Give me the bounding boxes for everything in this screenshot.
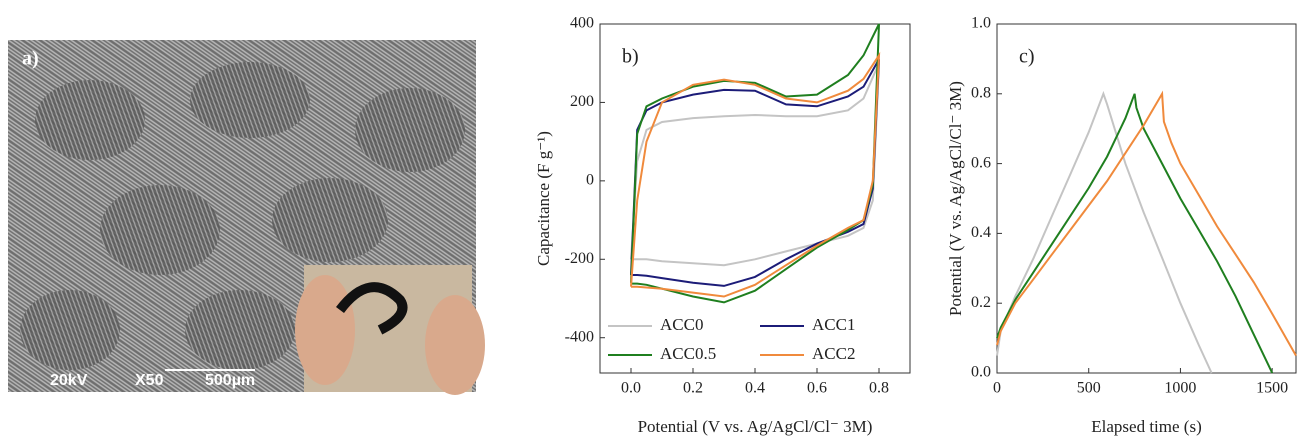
y-tick-label: 0 bbox=[586, 172, 594, 189]
y-tick-label: 200 bbox=[570, 93, 594, 110]
y-axis-label: Capacitance (F g⁻¹) bbox=[534, 131, 553, 266]
y-tick-label: -400 bbox=[565, 328, 594, 345]
x-tick-label: 1500 bbox=[1256, 380, 1288, 397]
series-line bbox=[996, 93, 1274, 374]
legend-label: ACC0 bbox=[660, 315, 703, 334]
caption: 20kV bbox=[50, 372, 88, 389]
x-axis-label: Potential (V vs. Ag/AgCl/Cl⁻ 3M) bbox=[638, 417, 873, 436]
y-tick-label: 1.0 bbox=[971, 15, 991, 32]
x-axis-label: Elapsed time (s) bbox=[1091, 417, 1201, 436]
caption: 500µm bbox=[205, 372, 255, 389]
y-tick-label: 0.8 bbox=[971, 84, 991, 101]
x-tick-label: 0.4 bbox=[745, 380, 765, 397]
y-tick-label: 0.2 bbox=[971, 294, 991, 311]
series-line bbox=[630, 51, 881, 298]
sem-image: a) 20kV X50 500µm bbox=[8, 40, 485, 395]
y-tick-label: 0.6 bbox=[971, 154, 991, 171]
legend-label: ACC0.5 bbox=[660, 344, 716, 363]
y-tick-label: 0.0 bbox=[971, 364, 991, 381]
y-tick-label: -200 bbox=[565, 250, 594, 267]
x-tick-label: 0.0 bbox=[621, 380, 641, 397]
panel-label: a) bbox=[22, 48, 39, 70]
series-line bbox=[996, 90, 1297, 357]
y-axis-label: Potential (V vs. Ag/AgCl/Cl⁻ 3M) bbox=[946, 81, 965, 316]
y-tick-label: 400 bbox=[570, 15, 594, 32]
caption: X50 bbox=[135, 372, 164, 389]
x-tick-label: 0.8 bbox=[869, 380, 889, 397]
legend-label: ACC2 bbox=[812, 344, 855, 363]
y-tick-label: 0.4 bbox=[971, 224, 991, 241]
panel-label: b) bbox=[622, 46, 639, 68]
plot-frame bbox=[599, 23, 911, 374]
series-line bbox=[996, 90, 1213, 374]
x-tick-label: 0 bbox=[993, 380, 1001, 397]
x-tick-label: 500 bbox=[1077, 380, 1101, 397]
x-tick-label: 0.2 bbox=[683, 380, 703, 397]
plot-frame bbox=[996, 23, 1297, 374]
panel-label: c) bbox=[1019, 46, 1035, 68]
x-tick-label: 1000 bbox=[1164, 380, 1196, 397]
x-tick-label: 0.6 bbox=[807, 380, 827, 397]
legend-label: ACC1 bbox=[812, 315, 855, 334]
